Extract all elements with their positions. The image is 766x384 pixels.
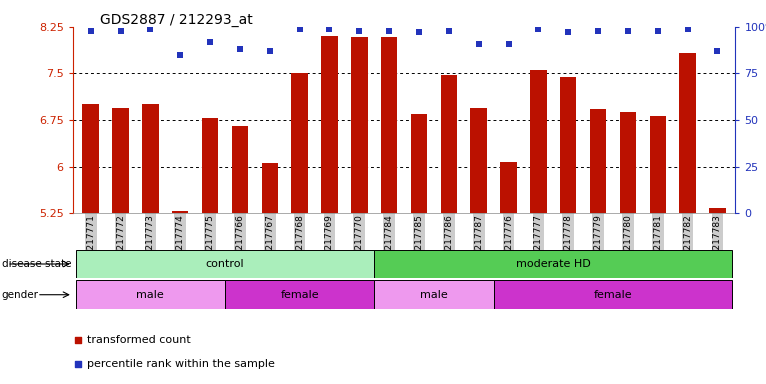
Bar	[560, 76, 577, 213]
Text: moderate HD: moderate HD	[516, 259, 591, 269]
Point	[443, 28, 455, 34]
Text: female: female	[594, 290, 632, 300]
Point	[353, 28, 365, 34]
Point	[264, 48, 276, 54]
Bar	[172, 211, 188, 213]
Bar	[590, 109, 606, 213]
Point	[323, 26, 336, 32]
Point	[532, 26, 545, 32]
Point	[652, 28, 664, 34]
Bar	[231, 126, 248, 213]
Text: transformed count: transformed count	[87, 335, 192, 345]
Point	[383, 28, 395, 34]
Point	[622, 28, 634, 34]
Text: male: male	[420, 290, 448, 300]
Bar	[83, 104, 99, 213]
Bar	[500, 162, 517, 213]
Point	[114, 28, 126, 34]
Text: gender: gender	[2, 290, 38, 300]
Bar	[76, 280, 225, 309]
Bar	[530, 70, 547, 213]
Bar	[76, 250, 375, 278]
Bar	[375, 280, 493, 309]
Text: percentile rank within the sample: percentile rank within the sample	[87, 359, 275, 369]
Point	[293, 26, 306, 32]
Text: female: female	[280, 290, 319, 300]
Bar	[470, 108, 487, 213]
Point	[413, 30, 425, 36]
Bar	[202, 118, 218, 213]
Bar	[113, 108, 129, 213]
Point	[72, 361, 84, 367]
Bar	[291, 73, 308, 213]
Bar	[620, 112, 636, 213]
Text: GDS2887 / 212293_at: GDS2887 / 212293_at	[100, 13, 252, 27]
Point	[84, 28, 97, 34]
Point	[174, 52, 186, 58]
Text: control: control	[206, 259, 244, 269]
Point	[204, 39, 216, 45]
Bar	[440, 74, 457, 213]
Point	[72, 337, 84, 343]
Point	[712, 48, 724, 54]
Text: disease state: disease state	[2, 259, 71, 269]
Point	[682, 26, 694, 32]
Bar	[142, 104, 159, 213]
Point	[502, 41, 515, 47]
Text: male: male	[136, 290, 164, 300]
Bar	[321, 36, 338, 213]
Bar	[381, 37, 398, 213]
Bar	[493, 280, 732, 309]
Bar	[375, 250, 732, 278]
Point	[144, 26, 156, 32]
Bar	[679, 53, 696, 213]
Bar	[225, 280, 375, 309]
Bar	[261, 164, 278, 213]
Point	[234, 46, 246, 52]
Bar	[411, 114, 427, 213]
Bar	[351, 37, 368, 213]
Point	[473, 41, 485, 47]
Point	[592, 28, 604, 34]
Bar	[650, 116, 666, 213]
Point	[562, 30, 574, 36]
Bar	[709, 207, 725, 213]
